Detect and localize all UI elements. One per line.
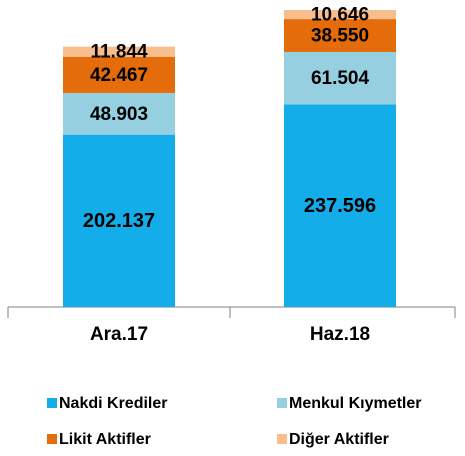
- bar-segment: [63, 46, 175, 57]
- data-label: 48.903: [90, 104, 148, 125]
- legend-swatch: [47, 434, 57, 444]
- bar-segment: [284, 104, 396, 308]
- x-tick-label: Ara.17: [90, 324, 148, 345]
- legend-label: Diğer Aktifler: [289, 431, 389, 448]
- data-label: 202.137: [83, 210, 155, 232]
- x-tick-label: Haz.18: [310, 324, 370, 345]
- data-label: 11.844: [90, 42, 147, 63]
- bar-segment: [284, 19, 396, 52]
- legend-label: Menkul Kıymetler: [289, 395, 421, 412]
- data-label: 10.646: [311, 5, 369, 26]
- bar-segment: [63, 134, 175, 307]
- bar-segment: [63, 92, 175, 135]
- data-label: 42.467: [90, 65, 148, 86]
- legend-swatch: [277, 398, 287, 408]
- legend-swatch: [277, 434, 287, 444]
- bar-segment: [284, 10, 396, 20]
- data-label: 38.550: [311, 26, 369, 47]
- data-label: 61.504: [311, 68, 370, 89]
- legend-swatch: [47, 398, 57, 408]
- bar-segment: [284, 51, 396, 105]
- legend-label: Likit Aktifler: [59, 431, 151, 448]
- legend-label: Nakdi Krediler: [59, 395, 167, 412]
- bar-segment: [63, 56, 175, 93]
- data-label: 237.596: [304, 195, 376, 217]
